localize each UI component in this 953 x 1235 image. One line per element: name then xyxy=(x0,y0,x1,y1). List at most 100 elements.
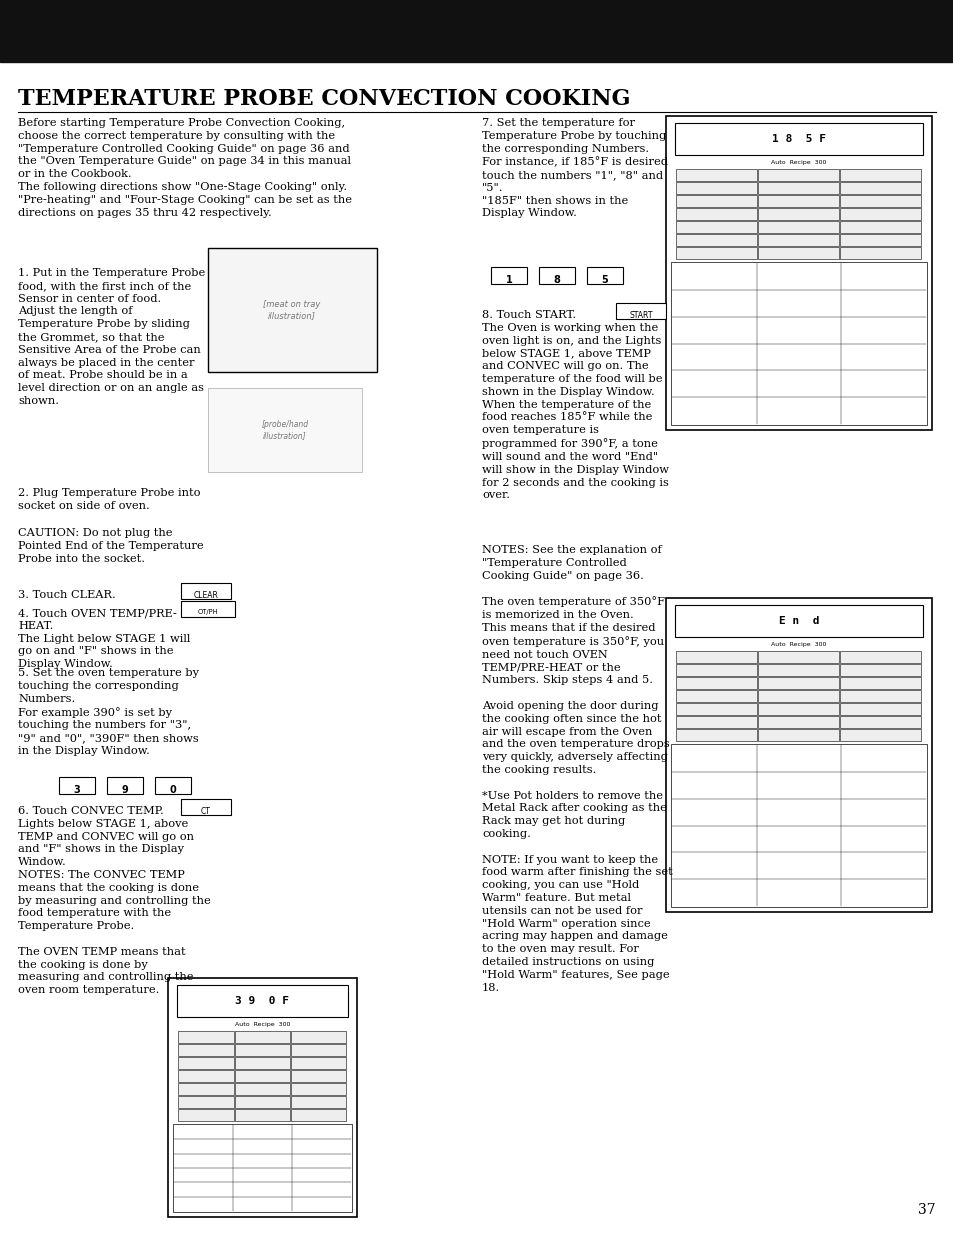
FancyBboxPatch shape xyxy=(208,248,376,372)
Text: NOTES: See the explanation of
"Temperature Controlled
Cooking Guide" on page 36.: NOTES: See the explanation of "Temperatu… xyxy=(481,545,672,993)
FancyBboxPatch shape xyxy=(291,1083,346,1094)
FancyBboxPatch shape xyxy=(758,663,839,676)
FancyBboxPatch shape xyxy=(676,729,757,741)
FancyBboxPatch shape xyxy=(758,703,839,715)
FancyBboxPatch shape xyxy=(676,663,757,676)
FancyBboxPatch shape xyxy=(840,247,921,258)
FancyBboxPatch shape xyxy=(234,1030,290,1042)
FancyBboxPatch shape xyxy=(181,601,234,618)
FancyBboxPatch shape xyxy=(758,247,839,258)
FancyBboxPatch shape xyxy=(291,1056,346,1068)
FancyBboxPatch shape xyxy=(178,1070,233,1082)
FancyBboxPatch shape xyxy=(840,663,921,676)
Text: 2. Plug Temperature Probe into
socket on side of oven.: 2. Plug Temperature Probe into socket on… xyxy=(18,488,200,511)
FancyBboxPatch shape xyxy=(840,651,921,662)
FancyBboxPatch shape xyxy=(291,1030,346,1042)
Text: 3 9  0 F: 3 9 0 F xyxy=(235,995,289,1007)
FancyBboxPatch shape xyxy=(676,182,757,194)
Text: 4. Touch OVEN TEMP/PRE-
HEAT.
The Light below STAGE 1 will
go on and "F" shows i: 4. Touch OVEN TEMP/PRE- HEAT. The Light … xyxy=(18,608,191,669)
FancyBboxPatch shape xyxy=(177,986,348,1016)
FancyBboxPatch shape xyxy=(840,194,921,206)
FancyBboxPatch shape xyxy=(670,262,926,425)
Text: 1. Put in the Temperature Probe
food, with the first inch of the
Sensor in cente: 1. Put in the Temperature Probe food, wi… xyxy=(18,268,205,406)
FancyBboxPatch shape xyxy=(840,168,921,180)
FancyBboxPatch shape xyxy=(676,221,757,232)
Text: 1: 1 xyxy=(505,275,512,285)
Text: 3. Touch CLEAR.: 3. Touch CLEAR. xyxy=(18,590,115,600)
FancyBboxPatch shape xyxy=(675,605,923,637)
Text: Auto  Recipe  300: Auto Recipe 300 xyxy=(234,1023,290,1028)
FancyBboxPatch shape xyxy=(208,388,361,472)
FancyBboxPatch shape xyxy=(840,729,921,741)
FancyBboxPatch shape xyxy=(181,583,231,599)
Text: Before starting Temperature Probe Convection Cooking,
choose the correct tempera: Before starting Temperature Probe Convec… xyxy=(18,119,352,217)
Text: 5. Set the oven temperature by
touching the corresponding
Numbers.
For example 3: 5. Set the oven temperature by touching … xyxy=(18,668,199,756)
FancyBboxPatch shape xyxy=(538,267,575,284)
FancyBboxPatch shape xyxy=(491,267,526,284)
Text: 3: 3 xyxy=(73,785,80,795)
FancyBboxPatch shape xyxy=(178,1030,233,1042)
FancyBboxPatch shape xyxy=(291,1044,346,1056)
Text: START: START xyxy=(629,311,652,320)
FancyBboxPatch shape xyxy=(234,1044,290,1056)
Text: 0: 0 xyxy=(170,785,176,795)
Text: CT: CT xyxy=(201,806,211,816)
FancyBboxPatch shape xyxy=(758,651,839,662)
Bar xyxy=(0,0,953,62)
FancyBboxPatch shape xyxy=(291,1070,346,1082)
FancyBboxPatch shape xyxy=(676,715,757,727)
FancyBboxPatch shape xyxy=(168,978,356,1216)
Text: CAUTION: Do not plug the
Pointed End of the Temperature
Probe into the socket.: CAUTION: Do not plug the Pointed End of … xyxy=(18,529,203,563)
FancyBboxPatch shape xyxy=(291,1109,346,1120)
Text: OT/PH: OT/PH xyxy=(197,609,218,615)
FancyBboxPatch shape xyxy=(758,221,839,232)
FancyBboxPatch shape xyxy=(154,777,191,794)
FancyBboxPatch shape xyxy=(758,677,839,688)
FancyBboxPatch shape xyxy=(178,1109,233,1120)
FancyBboxPatch shape xyxy=(676,677,757,688)
FancyBboxPatch shape xyxy=(670,743,926,906)
FancyBboxPatch shape xyxy=(676,233,757,246)
FancyBboxPatch shape xyxy=(107,777,143,794)
FancyBboxPatch shape xyxy=(234,1070,290,1082)
FancyBboxPatch shape xyxy=(178,1044,233,1056)
FancyBboxPatch shape xyxy=(675,124,923,156)
FancyBboxPatch shape xyxy=(616,303,665,319)
Text: E n  d: E n d xyxy=(778,616,819,626)
FancyBboxPatch shape xyxy=(676,703,757,715)
FancyBboxPatch shape xyxy=(172,1124,352,1212)
FancyBboxPatch shape xyxy=(840,233,921,246)
FancyBboxPatch shape xyxy=(758,182,839,194)
FancyBboxPatch shape xyxy=(840,182,921,194)
FancyBboxPatch shape xyxy=(234,1095,290,1108)
FancyBboxPatch shape xyxy=(758,194,839,206)
FancyBboxPatch shape xyxy=(840,221,921,232)
FancyBboxPatch shape xyxy=(178,1056,233,1068)
FancyBboxPatch shape xyxy=(758,689,839,701)
Text: 9: 9 xyxy=(121,785,129,795)
Text: 37: 37 xyxy=(918,1203,935,1216)
FancyBboxPatch shape xyxy=(181,799,231,815)
Text: Auto  Recipe  300: Auto Recipe 300 xyxy=(771,161,826,165)
Text: NOTES: The CONVEC TEMP
means that the cooking is done
by measuring and controlli: NOTES: The CONVEC TEMP means that the co… xyxy=(18,869,211,995)
Text: TEMPERATURE PROBE CONVECTION COOKING: TEMPERATURE PROBE CONVECTION COOKING xyxy=(18,88,630,110)
FancyBboxPatch shape xyxy=(178,1083,233,1094)
FancyBboxPatch shape xyxy=(665,598,931,911)
FancyBboxPatch shape xyxy=(234,1109,290,1120)
FancyBboxPatch shape xyxy=(676,689,757,701)
Text: 5: 5 xyxy=(601,275,608,285)
FancyBboxPatch shape xyxy=(840,207,921,220)
FancyBboxPatch shape xyxy=(234,1083,290,1094)
FancyBboxPatch shape xyxy=(840,715,921,727)
FancyBboxPatch shape xyxy=(758,168,839,180)
FancyBboxPatch shape xyxy=(178,1095,233,1108)
FancyBboxPatch shape xyxy=(840,703,921,715)
FancyBboxPatch shape xyxy=(291,1095,346,1108)
FancyBboxPatch shape xyxy=(586,267,622,284)
Text: Auto  Recipe  300: Auto Recipe 300 xyxy=(771,642,826,647)
Text: 6. Touch CONVEC TEMP.
Lights below STAGE 1, above
TEMP and CONVEC will go on
and: 6. Touch CONVEC TEMP. Lights below STAGE… xyxy=(18,806,193,867)
FancyBboxPatch shape xyxy=(665,116,931,430)
FancyBboxPatch shape xyxy=(234,1056,290,1068)
FancyBboxPatch shape xyxy=(676,651,757,662)
Text: 8: 8 xyxy=(553,275,559,285)
